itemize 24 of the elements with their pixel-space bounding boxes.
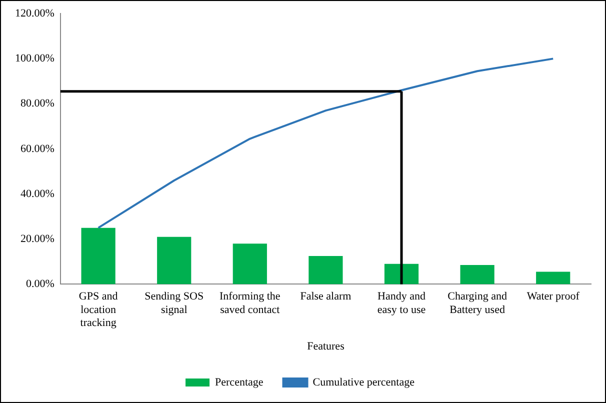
bar [308,256,343,284]
x-axis-title: Features [307,340,344,352]
bar [232,244,267,284]
y-tick-label: 20.00% [20,232,54,245]
y-tick-label: 0.00% [26,278,54,290]
bar [384,264,419,284]
x-tick-label: Charging and Battery used [448,290,508,316]
legend-label: Percentage [215,376,264,388]
bar [536,272,570,284]
x-tick-label: Water proof [526,290,580,303]
bar [81,228,116,284]
x-tick-label: Handy and easy to use [377,290,426,316]
y-tick-label: 120.00% [14,7,54,20]
y-tick-label: 60.00% [20,142,54,155]
x-tick-label: False alarm [300,290,352,303]
y-tick-label: 40.00% [20,188,54,200]
x-tick-label: Informing the saved contact [220,290,280,316]
legend-label: Cumulative percentage [312,376,415,388]
x-tick-label: GPS and location tracking [78,290,118,330]
y-tick-label: 80.00% [20,98,54,110]
bar [157,236,192,284]
y-tick-label: 100.00% [14,52,54,65]
x-tick-label: Sending SOS signal [144,290,204,316]
bar [460,265,494,284]
